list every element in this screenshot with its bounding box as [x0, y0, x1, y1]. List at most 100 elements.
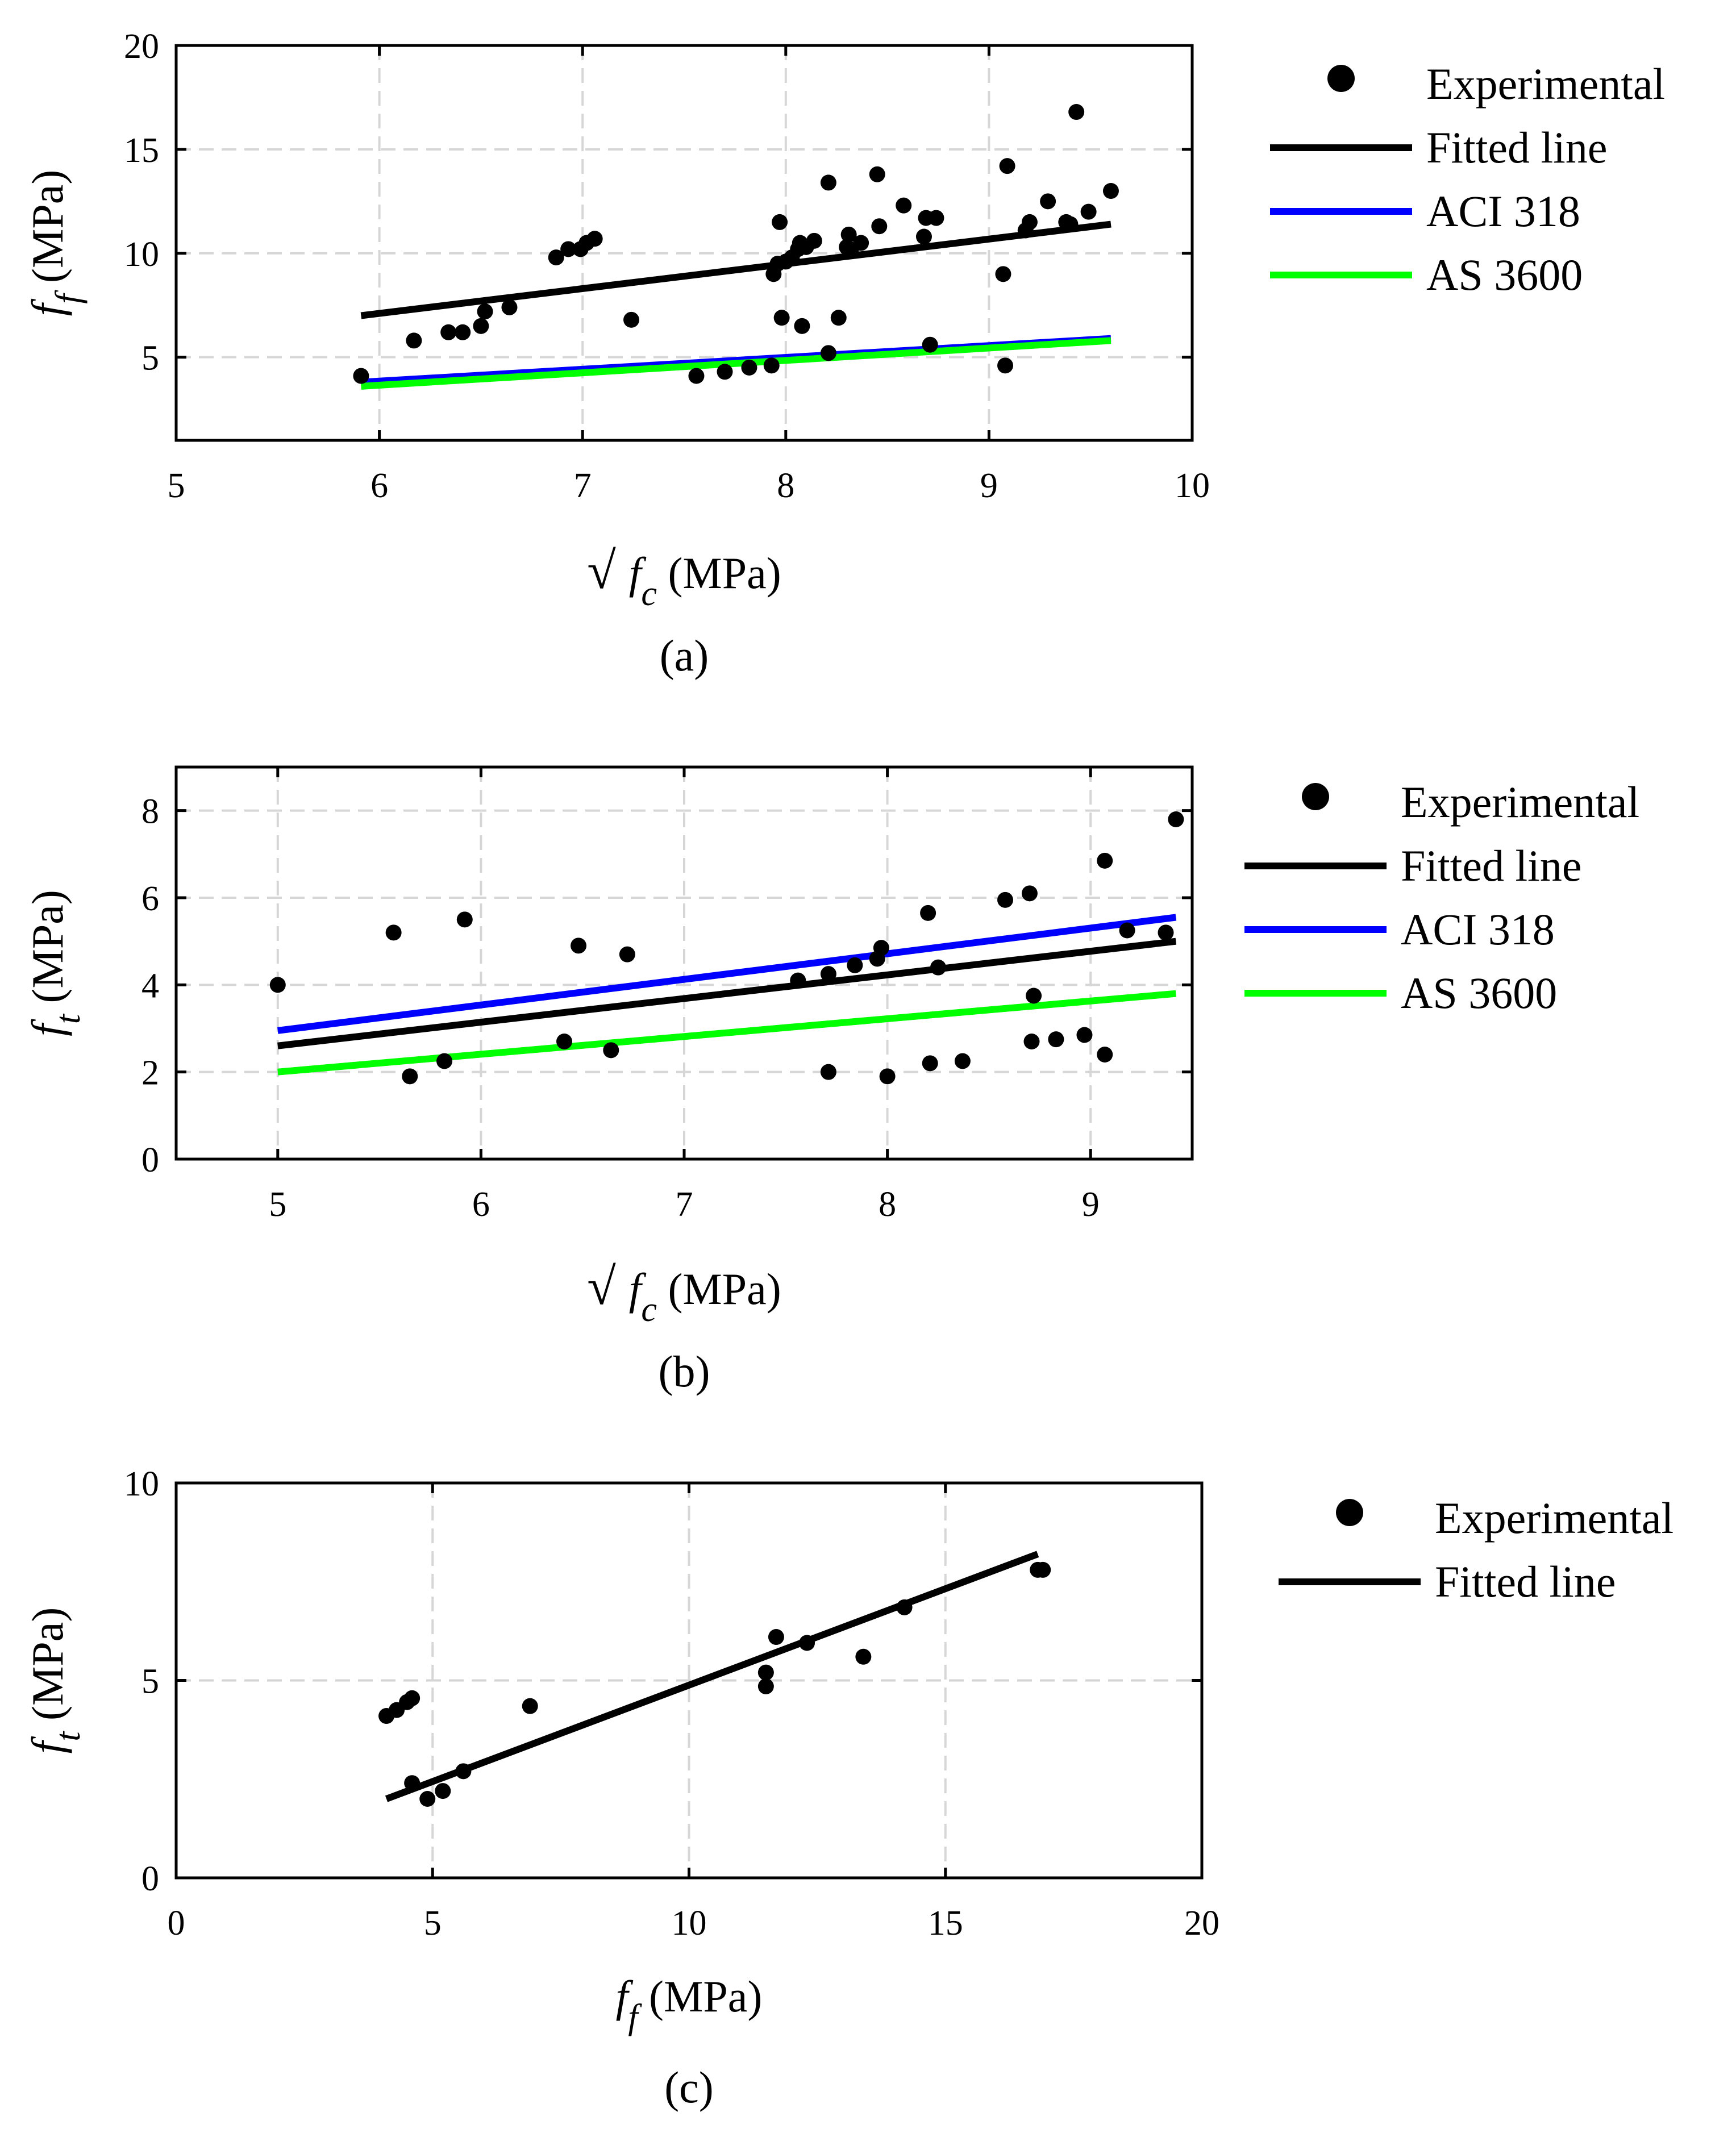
- legend-label: AS 3600: [1426, 250, 1583, 299]
- data-point: [855, 1648, 872, 1665]
- data-point: [556, 1034, 573, 1049]
- chart-caption: (a): [660, 631, 709, 680]
- x-tick-label: 7: [574, 466, 592, 505]
- data-point: [1097, 852, 1113, 869]
- data-point: [820, 174, 836, 191]
- data-point: [820, 1064, 836, 1080]
- y-axis-label: ft (MPa): [23, 890, 88, 1036]
- data-point: [999, 158, 1015, 174]
- y-tick-label: 0: [141, 1141, 159, 1180]
- data-point: [1068, 104, 1085, 120]
- data-point: [1048, 1031, 1064, 1048]
- data-point: [619, 946, 635, 963]
- y-tick-label: 15: [124, 131, 159, 170]
- series-line-fitted-line: [277, 938, 1177, 1049]
- data-point: [1021, 885, 1038, 902]
- grid: [176, 767, 1192, 1159]
- data-point: [435, 1783, 451, 1799]
- legend-label: ACI 318: [1426, 186, 1580, 236]
- x-tick-label: 8: [879, 1185, 896, 1224]
- data-point: [930, 959, 946, 976]
- data-point: [688, 368, 705, 384]
- data-point: [1168, 811, 1184, 827]
- data-point: [404, 1690, 421, 1706]
- data-point: [830, 310, 847, 326]
- data-point: [473, 318, 489, 334]
- legend-label: Experimental: [1435, 1493, 1673, 1543]
- x-tick-label: 10: [1175, 466, 1210, 505]
- experimental-points: [269, 811, 1184, 1085]
- legend-label: Experimental: [1401, 777, 1639, 827]
- chart-1: 5 6 7 8 9 10 5 10 15 20 √ fc (MPa) ff (MPa) (a) Exper…: [23, 27, 1665, 680]
- data-point: [763, 357, 780, 374]
- data-point: [871, 218, 888, 235]
- data-point: [419, 1791, 436, 1807]
- y-tick-label: 10: [124, 1465, 159, 1503]
- data-point: [1035, 1561, 1051, 1578]
- data-point: [586, 231, 603, 247]
- legend: Experimental Fitted line: [1279, 1493, 1673, 1606]
- data-point: [269, 977, 286, 993]
- data-point: [772, 214, 788, 230]
- legend-label: Experimental: [1426, 59, 1665, 109]
- y-tick-label: 6: [141, 880, 159, 918]
- chart-caption: (b): [659, 1347, 710, 1396]
- x-tick-label: 0: [168, 1904, 185, 1943]
- data-point: [757, 1678, 774, 1694]
- data-point: [794, 318, 810, 334]
- x-tick-label: 8: [777, 466, 794, 505]
- data-point: [806, 232, 822, 249]
- x-tick-label: 9: [980, 466, 998, 505]
- data-point: [623, 311, 640, 328]
- data-point: [1076, 1027, 1093, 1043]
- data-point: [869, 166, 885, 182]
- grid: [176, 1483, 1202, 1878]
- data-point: [847, 957, 863, 973]
- data-point: [455, 324, 471, 340]
- data-point: [1023, 1034, 1040, 1049]
- series-line-as-3600: [277, 990, 1176, 1076]
- plot-frame: [174, 44, 1194, 442]
- data-point: [522, 1698, 538, 1714]
- x-tick-label: 20: [1184, 1904, 1219, 1943]
- y-tick-label: 5: [141, 1663, 159, 1701]
- data-point: [1040, 193, 1056, 210]
- data-point: [385, 924, 402, 941]
- data-point: [928, 210, 944, 226]
- legend-marker: [1302, 783, 1329, 810]
- data-point: [799, 1635, 815, 1651]
- x-axis-label: √ fc (MPa): [587, 1257, 781, 1329]
- y-tick-label: 10: [124, 235, 159, 274]
- x-tick-label: 10: [672, 1904, 707, 1943]
- data-point: [717, 364, 733, 380]
- x-tick-label: 5: [269, 1185, 286, 1224]
- y-axis-label: ft (MPa): [23, 1607, 88, 1754]
- data-point: [1021, 214, 1038, 230]
- experimental-points: [353, 104, 1119, 384]
- data-point: [790, 972, 806, 989]
- chart-caption: (c): [664, 2063, 714, 2112]
- legend: Experimental Fitted line ACI 318 AS 3600: [1244, 777, 1639, 1018]
- data-point: [436, 1053, 453, 1069]
- y-tick-label: 2: [141, 1054, 159, 1093]
- data-point: [820, 966, 836, 982]
- x-tick-label: 15: [928, 1904, 963, 1943]
- data-point: [571, 938, 587, 954]
- data-point: [1102, 183, 1119, 199]
- legend-label: Fitted line: [1426, 123, 1607, 172]
- data-point: [840, 226, 857, 243]
- legend-label: AS 3600: [1401, 968, 1557, 1018]
- data-point: [995, 266, 1011, 282]
- data-point: [477, 303, 493, 320]
- data-point: [1097, 1047, 1113, 1063]
- y-tick-label: 5: [141, 339, 159, 378]
- x-axis-label: ff (MPa): [616, 1972, 763, 2036]
- series-line-aci-318: [277, 914, 1177, 1034]
- data-point: [879, 1068, 896, 1085]
- data-point: [757, 1664, 774, 1681]
- data-point: [873, 940, 889, 956]
- data-point: [915, 228, 932, 245]
- legend-marker: [1327, 65, 1355, 92]
- data-point: [922, 336, 938, 353]
- data-point: [896, 1599, 913, 1615]
